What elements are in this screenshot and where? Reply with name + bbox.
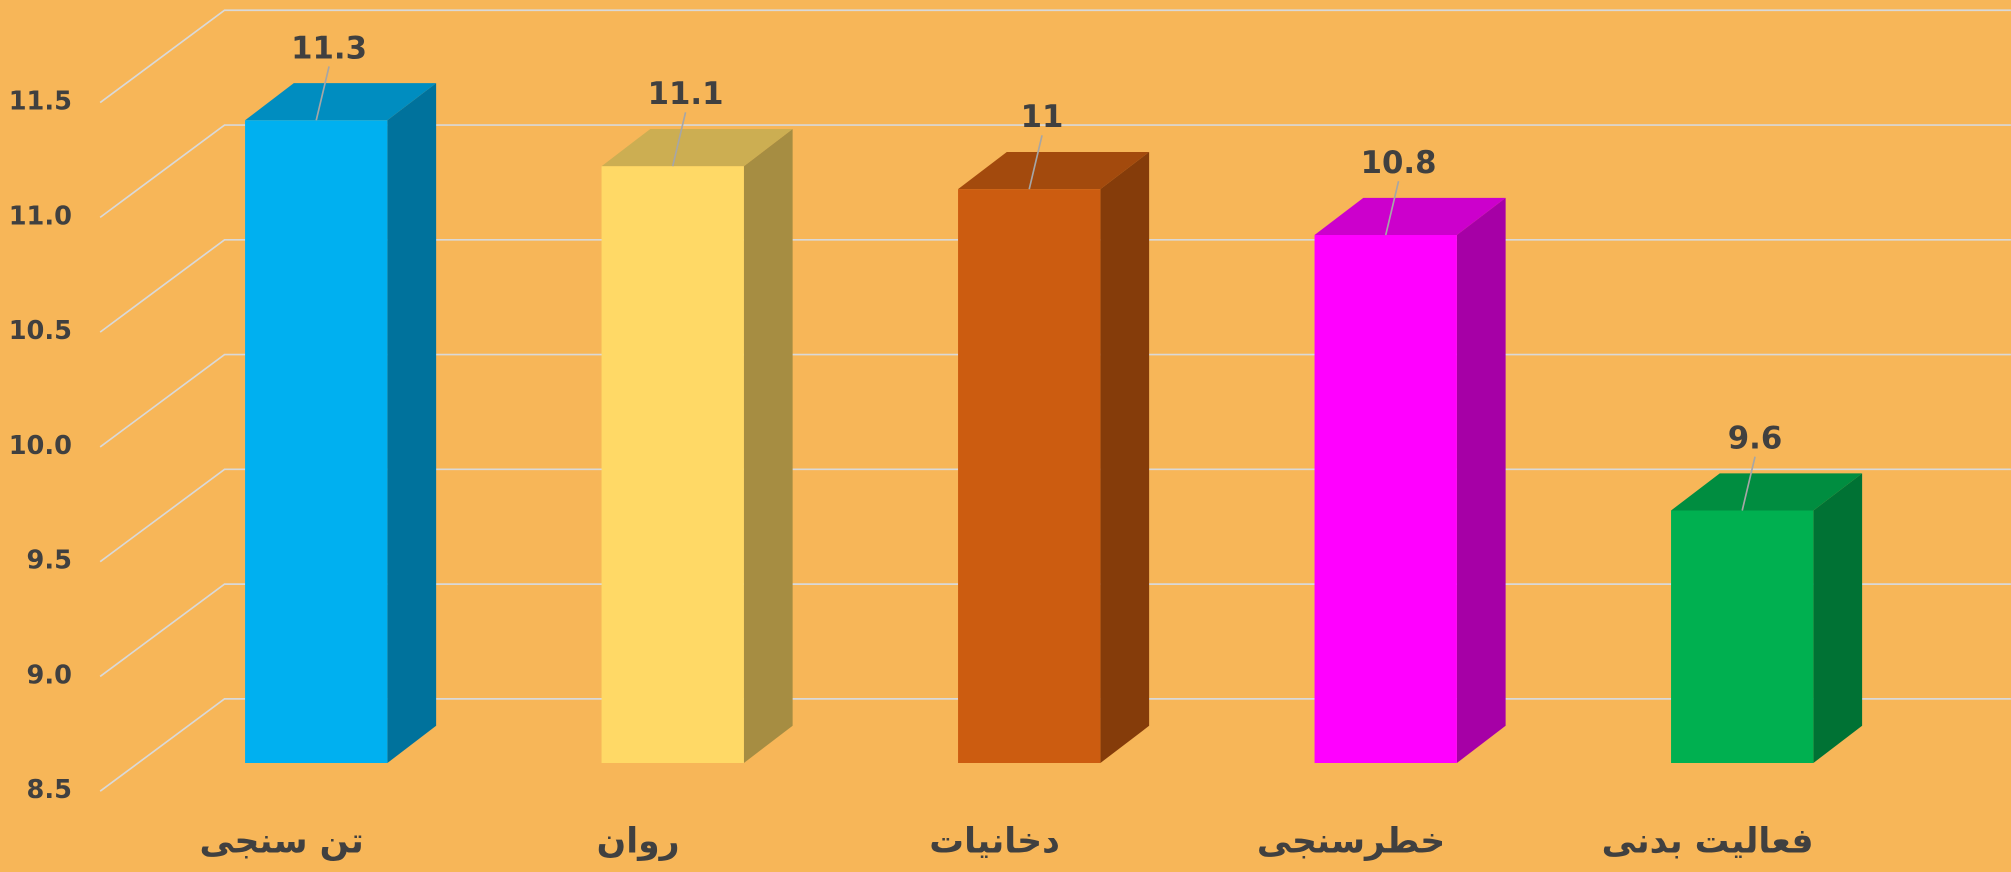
- value-label: 11.3: [291, 30, 367, 66]
- bar-top: [1671, 473, 1863, 511]
- bar: [1314, 197, 1506, 763]
- bar-side: [743, 129, 793, 763]
- bar-front: [245, 120, 388, 763]
- grid-line: [99, 9, 2011, 104]
- x-tick-label: خطرسنجی: [1257, 822, 1445, 862]
- value-label: 9.6: [1728, 420, 1783, 456]
- bar-front: [1314, 235, 1457, 763]
- value-label: 10.8: [1361, 145, 1437, 181]
- bar-side: [1456, 197, 1506, 763]
- y-tick-label: 11.0: [9, 201, 72, 231]
- y-tick-label: 9.5: [27, 546, 72, 576]
- value-label: 11.1: [648, 76, 724, 112]
- leader-line: [315, 66, 330, 121]
- bar: [958, 151, 1150, 764]
- bar-top: [601, 129, 793, 167]
- bar-front: [601, 166, 744, 764]
- x-tick-label: دخانیات: [929, 822, 1060, 862]
- bar-side: [1813, 473, 1863, 763]
- x-tick-label: تن سنجی: [199, 822, 363, 862]
- x-tick-label: روان: [597, 822, 680, 862]
- y-tick-label: 8.5: [27, 775, 72, 805]
- leader-line: [1028, 135, 1043, 190]
- bar: [601, 129, 793, 764]
- bar-top: [1314, 197, 1506, 236]
- leader-line: [1741, 456, 1756, 511]
- leader-line: [671, 112, 687, 167]
- bar-side: [1100, 151, 1150, 764]
- value-label: 11: [1021, 99, 1064, 135]
- bar-top: [958, 151, 1150, 190]
- bar: [1671, 473, 1863, 763]
- x-tick-label: فعالیت بدنی: [1602, 822, 1814, 862]
- leader-line: [1384, 181, 1400, 236]
- bar-side: [387, 83, 437, 763]
- bar-front: [958, 189, 1101, 763]
- y-tick-label: 11.5: [9, 87, 72, 117]
- bar-top: [245, 83, 437, 121]
- bar-front: [1671, 510, 1814, 763]
- grid-line: [99, 124, 2011, 219]
- y-tick-label: 9.0: [27, 660, 72, 690]
- y-tick-label: 10.5: [9, 316, 72, 346]
- y-tick-label: 10.0: [9, 431, 72, 461]
- bar: [245, 83, 437, 763]
